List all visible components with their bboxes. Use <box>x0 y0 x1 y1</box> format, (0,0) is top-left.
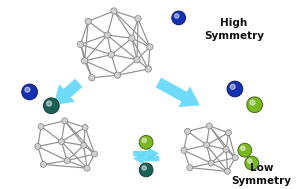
Circle shape <box>129 35 135 41</box>
Circle shape <box>81 143 87 148</box>
Circle shape <box>147 44 153 50</box>
Circle shape <box>223 146 229 153</box>
Circle shape <box>64 158 70 163</box>
Circle shape <box>104 32 110 38</box>
Circle shape <box>81 58 88 64</box>
Circle shape <box>139 163 153 177</box>
Circle shape <box>46 101 52 106</box>
FancyArrowPatch shape <box>133 147 159 160</box>
Circle shape <box>35 143 41 149</box>
Circle shape <box>77 41 84 47</box>
Circle shape <box>108 51 114 58</box>
Circle shape <box>187 165 193 171</box>
Circle shape <box>248 159 252 163</box>
Circle shape <box>114 72 121 78</box>
Circle shape <box>250 100 255 105</box>
Circle shape <box>44 98 59 114</box>
Circle shape <box>175 14 179 18</box>
Circle shape <box>111 8 117 14</box>
Circle shape <box>142 166 146 170</box>
FancyArrowPatch shape <box>53 79 83 105</box>
Circle shape <box>82 125 88 130</box>
Circle shape <box>142 138 146 143</box>
Circle shape <box>92 151 97 157</box>
FancyArrowPatch shape <box>133 152 159 165</box>
Circle shape <box>89 75 95 81</box>
Circle shape <box>135 15 141 22</box>
Circle shape <box>172 11 186 25</box>
Circle shape <box>22 84 38 100</box>
Circle shape <box>62 118 68 124</box>
Circle shape <box>232 155 238 161</box>
Text: High
Symmetry: High Symmetry <box>204 18 264 41</box>
Circle shape <box>226 130 231 136</box>
Circle shape <box>207 123 212 129</box>
Circle shape <box>208 160 214 166</box>
Circle shape <box>145 66 151 72</box>
Circle shape <box>139 135 153 149</box>
Circle shape <box>38 124 44 129</box>
Circle shape <box>204 142 209 148</box>
Circle shape <box>84 165 90 171</box>
Circle shape <box>241 146 245 150</box>
FancyArrowPatch shape <box>156 77 200 107</box>
Circle shape <box>184 128 190 134</box>
Circle shape <box>225 168 230 174</box>
Circle shape <box>227 81 243 97</box>
Circle shape <box>134 57 140 63</box>
Circle shape <box>41 161 46 167</box>
Text: Low
Symmetry: Low Symmetry <box>232 163 291 186</box>
Circle shape <box>58 139 64 145</box>
Circle shape <box>230 84 235 89</box>
Circle shape <box>85 18 91 24</box>
Circle shape <box>245 156 259 170</box>
Circle shape <box>25 87 30 92</box>
Circle shape <box>181 147 187 153</box>
Circle shape <box>238 143 252 157</box>
Circle shape <box>247 97 263 113</box>
